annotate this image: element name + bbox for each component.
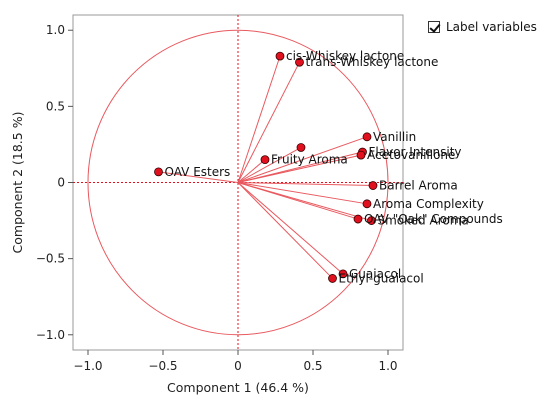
loading-vector <box>237 61 300 183</box>
loading-vector <box>237 182 359 220</box>
x-tick-label: 0.5 <box>303 359 322 373</box>
loading-point <box>356 150 366 160</box>
point-label: Fruity Aroma <box>271 153 348 167</box>
point-label: Barrel Aroma <box>379 179 458 193</box>
point-label: Ethyl-guaiacol <box>339 271 424 285</box>
loading-vector <box>158 171 239 183</box>
loading-point <box>260 155 270 165</box>
loading-point <box>362 199 372 209</box>
point-label: trans-Whiskey lactone <box>306 55 439 69</box>
loading-vector <box>237 147 302 183</box>
loading-point <box>328 274 337 283</box>
loading-vectors <box>158 55 374 279</box>
x-tick-label: −1.0 <box>73 359 102 373</box>
y-tick-label: 0 <box>57 176 65 190</box>
y-tick-label: −0.5 <box>36 252 65 266</box>
loading-vector <box>237 182 344 275</box>
loading-vector <box>237 55 281 183</box>
point-label: Smoked Aroma <box>378 214 469 228</box>
x-tick-label: −0.5 <box>148 359 177 373</box>
loading-vector <box>237 136 368 183</box>
point-label: Aroma Complexity <box>373 197 484 211</box>
point-label: Acetovanillone <box>367 148 455 162</box>
unit-circle <box>87 29 389 336</box>
loading-vector <box>237 182 333 279</box>
x-axis-title: Component 1 (46.4 %) <box>167 380 309 395</box>
loading-point <box>295 57 304 67</box>
loading-vector <box>237 159 266 183</box>
loading-vector <box>237 182 374 187</box>
point-label: Vanillin <box>373 130 416 144</box>
loading-vector <box>237 154 362 183</box>
x-tick-label: 0 <box>234 359 242 373</box>
loading-points <box>154 51 378 283</box>
loading-point <box>275 51 285 61</box>
label-variables-checkbox[interactable] <box>428 21 440 33</box>
loading-point <box>368 181 378 190</box>
label-variables-text: Label variables <box>446 20 537 34</box>
x-tick-label: 1.0 <box>378 359 397 373</box>
loading-point <box>362 132 372 142</box>
tick-labels: −1.0 −0.5 0 0.5 1.0 −1.0 −0.5 0 0.5 1.0 <box>36 23 398 373</box>
point-label: OAV Esters <box>165 165 231 179</box>
y-axis-title: Component 2 (18.5 %) <box>10 112 25 254</box>
y-tick-label: 0.5 <box>46 99 65 113</box>
point-label: Flavor Intensity <box>369 145 462 159</box>
loading-vector <box>237 182 368 205</box>
label-variables-toggle[interactable]: Label variables <box>428 20 537 34</box>
y-tick-label: −1.0 <box>36 328 65 342</box>
point-label: cis-Whiskey lactone <box>286 49 404 63</box>
loading-point <box>367 216 376 225</box>
loading-point <box>338 269 348 279</box>
loading-point <box>353 214 363 224</box>
loading-point <box>296 143 306 152</box>
y-tick-label: 1.0 <box>46 23 65 37</box>
point-label: Guaiacol <box>349 267 401 281</box>
point-label: OAV "Oak" Compounds <box>364 212 503 226</box>
loading-point <box>154 167 163 177</box>
